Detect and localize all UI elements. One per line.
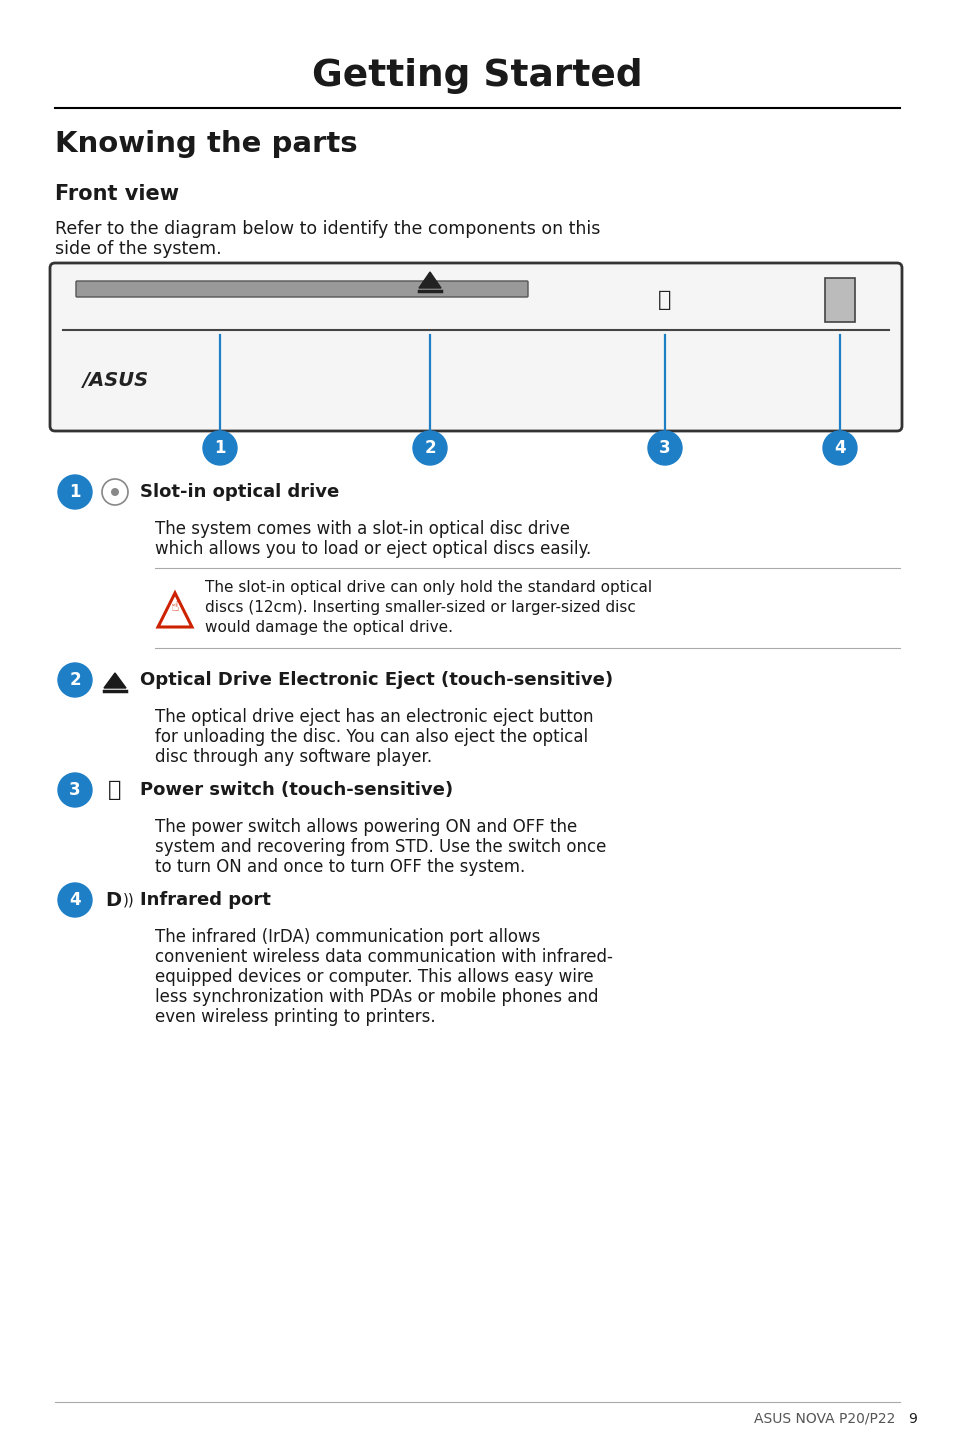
Text: )): ))	[123, 893, 134, 907]
Circle shape	[58, 663, 91, 697]
Text: 1: 1	[214, 439, 226, 457]
Text: The power switch allows powering ON and OFF the: The power switch allows powering ON and …	[154, 818, 577, 835]
Polygon shape	[418, 272, 440, 288]
Text: D: D	[105, 890, 121, 909]
Circle shape	[203, 431, 236, 464]
FancyBboxPatch shape	[50, 263, 901, 431]
Text: Infrared port: Infrared port	[140, 892, 271, 909]
FancyBboxPatch shape	[824, 278, 854, 322]
Text: discs (12cm). Inserting smaller-sized or larger-sized disc: discs (12cm). Inserting smaller-sized or…	[205, 600, 636, 615]
Text: ASUS NOVA P20/P22: ASUS NOVA P20/P22	[753, 1412, 894, 1426]
Polygon shape	[158, 592, 192, 627]
Text: The slot-in optical drive can only hold the standard optical: The slot-in optical drive can only hold …	[205, 580, 652, 595]
Text: which allows you to load or eject optical discs easily.: which allows you to load or eject optica…	[154, 541, 591, 558]
Text: disc through any software player.: disc through any software player.	[154, 748, 432, 766]
Text: Power switch (touch-sensitive): Power switch (touch-sensitive)	[140, 781, 453, 800]
Text: The optical drive eject has an electronic eject button: The optical drive eject has an electroni…	[154, 707, 593, 726]
Polygon shape	[104, 673, 126, 687]
Text: to turn ON and once to turn OFF the system.: to turn ON and once to turn OFF the syst…	[154, 858, 525, 876]
Circle shape	[102, 479, 128, 505]
Text: 1: 1	[70, 483, 81, 500]
Text: Slot-in optical drive: Slot-in optical drive	[140, 483, 339, 500]
Text: equipped devices or computer. This allows easy wire: equipped devices or computer. This allow…	[154, 968, 593, 986]
Text: 2: 2	[70, 672, 81, 689]
Text: 4: 4	[70, 892, 81, 909]
Text: 4: 4	[833, 439, 845, 457]
Circle shape	[58, 475, 91, 509]
Text: 2: 2	[424, 439, 436, 457]
Text: 9: 9	[907, 1412, 916, 1426]
Circle shape	[413, 431, 447, 464]
Text: The infrared (IrDA) communication port allows: The infrared (IrDA) communication port a…	[154, 928, 539, 946]
Text: ⏻: ⏻	[109, 779, 122, 800]
Circle shape	[58, 883, 91, 917]
Text: 3: 3	[659, 439, 670, 457]
Text: convenient wireless data communication with infrared-: convenient wireless data communication w…	[154, 948, 612, 966]
Text: for unloading the disc. You can also eject the optical: for unloading the disc. You can also eje…	[154, 728, 587, 746]
Text: system and recovering from STD. Use the switch once: system and recovering from STD. Use the …	[154, 838, 606, 856]
Circle shape	[822, 431, 856, 464]
Text: The system comes with a slot-in optical disc drive: The system comes with a slot-in optical …	[154, 521, 569, 538]
Circle shape	[111, 487, 119, 496]
Text: Getting Started: Getting Started	[312, 58, 641, 93]
Text: ☝: ☝	[171, 600, 179, 614]
Text: side of the system.: side of the system.	[55, 240, 221, 257]
Text: Refer to the diagram below to identify the components on this: Refer to the diagram below to identify t…	[55, 220, 599, 239]
Text: ⏻: ⏻	[658, 290, 671, 311]
Circle shape	[647, 431, 681, 464]
Text: /ASUS: /ASUS	[83, 371, 149, 390]
Text: less synchronization with PDAs or mobile phones and: less synchronization with PDAs or mobile…	[154, 988, 598, 1007]
Text: Optical Drive Electronic Eject (touch-sensitive): Optical Drive Electronic Eject (touch-se…	[140, 672, 613, 689]
Circle shape	[58, 774, 91, 807]
Text: even wireless printing to printers.: even wireless printing to printers.	[154, 1008, 436, 1025]
Text: would damage the optical drive.: would damage the optical drive.	[205, 620, 453, 636]
Text: Knowing the parts: Knowing the parts	[55, 129, 357, 158]
Text: Front view: Front view	[55, 184, 179, 204]
Text: 3: 3	[70, 781, 81, 800]
FancyBboxPatch shape	[76, 280, 527, 298]
